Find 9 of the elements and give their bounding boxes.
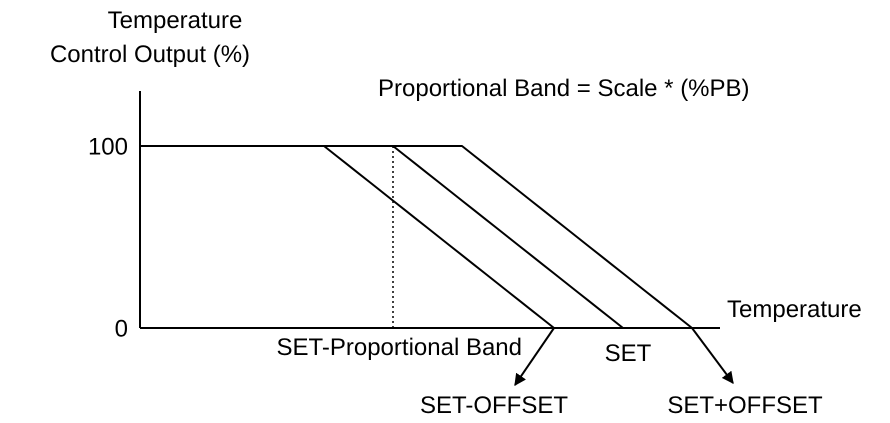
text: Proportional Band = Scale * (%PB) [378,75,750,102]
text: SET-OFFSET [420,392,568,419]
text: SET+OFFSET [667,392,824,419]
x-axis-title: Temperature [727,296,862,323]
y-axis-title: Temperature Control Output (%) [50,7,250,68]
text: SET [604,340,652,367]
text: SET-Proportional Band [276,334,522,361]
y-tick-label: 0 [114,315,128,342]
y-tick-label: 100 [88,133,128,160]
